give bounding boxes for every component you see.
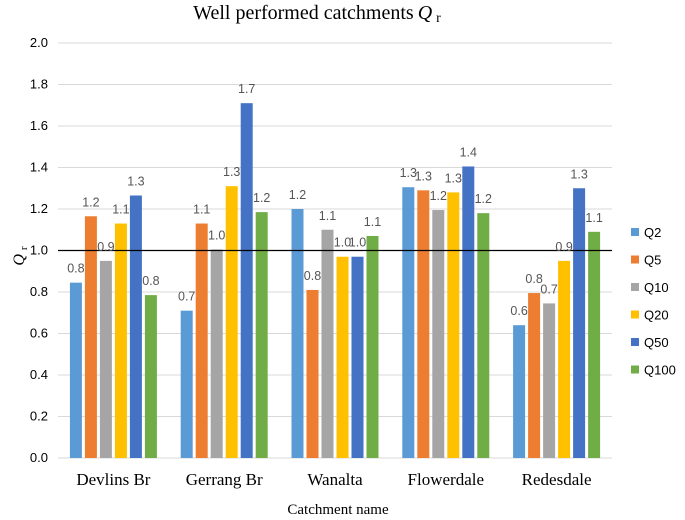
y-tick-label: 1.4 [30, 160, 48, 175]
data-label: 1.2 [475, 192, 492, 206]
bar-q20 [447, 192, 460, 458]
bar-q20 [114, 223, 127, 458]
data-label: 0.8 [142, 274, 159, 288]
bar-q2 [402, 187, 415, 458]
data-label: 1.3 [445, 171, 462, 185]
data-label: 1.3 [570, 167, 587, 181]
bar-q10 [99, 260, 112, 458]
data-label: 0.8 [304, 269, 321, 283]
legend-swatch [631, 310, 639, 319]
legend: Q2 Q5 Q10 Q20 Q50 Q100 [631, 225, 676, 378]
bar-q100 [588, 231, 601, 458]
data-label: 0.6 [510, 304, 527, 318]
x-tick-label: Devlins Br [76, 470, 150, 489]
bar-q10 [432, 210, 445, 458]
data-label: 0.8 [67, 262, 84, 276]
bar-q20 [558, 260, 571, 458]
data-label: 1.3 [223, 165, 240, 179]
legend-label: Q20 [644, 308, 669, 323]
data-label: 1.3 [127, 175, 144, 189]
bar-q100 [255, 212, 268, 458]
bar-q5 [306, 289, 319, 458]
bar-q20 [336, 256, 349, 458]
y-tick-label: 0.6 [30, 326, 48, 341]
data-label: 1.1 [364, 215, 381, 229]
y-tick-label: 1.0 [30, 243, 48, 258]
data-label: 1.0 [349, 236, 366, 250]
bar-q5 [195, 223, 208, 458]
bar-q5 [417, 190, 430, 458]
data-label: 1.0 [334, 236, 351, 250]
bar-q10 [543, 303, 556, 458]
bar-q100 [477, 213, 490, 458]
x-tick-label: Gerrang Br [186, 470, 263, 489]
x-tick-label: Wanalta [307, 470, 363, 489]
data-labels: 0.81.20.91.11.30.80.71.11.01.31.71.2 1.20… [67, 82, 603, 318]
legend-label: Q10 [644, 280, 669, 295]
data-label: 0.9 [555, 240, 572, 254]
data-label: 1.4 [460, 145, 477, 159]
data-label: 0.7 [540, 282, 557, 296]
data-label: 1.2 [289, 188, 306, 202]
x-tick-label: Redesdale [522, 470, 592, 489]
data-label: 1.3 [400, 166, 417, 180]
data-label: 1.2 [253, 191, 270, 205]
bar-q50 [129, 195, 142, 458]
y-tick-label: 0.2 [30, 409, 48, 424]
y-tick-label: 2.0 [30, 35, 48, 50]
bar-q10 [210, 249, 223, 458]
legend-swatch [631, 338, 639, 346]
bar-q100 [144, 295, 157, 458]
bar-q50 [351, 256, 364, 458]
y-tick-label: 0.0 [30, 450, 48, 465]
bar-q50 [240, 103, 253, 459]
y-tick-label: 0.4 [30, 367, 48, 382]
bar-q50 [462, 166, 475, 458]
y-axis-label: Q r [11, 246, 30, 266]
data-label: 1.7 [238, 82, 255, 96]
legend-swatch [631, 283, 639, 291]
legend-label: Q50 [644, 335, 669, 350]
legend-swatch [631, 365, 639, 374]
legend-swatch [631, 228, 639, 236]
bar-q20 [225, 186, 238, 459]
x-axis-ticks: Devlins Br Gerrang Br Wanalta Flowerdale Red… [76, 470, 591, 489]
data-label: 1.1 [112, 203, 129, 217]
bar-q10 [321, 229, 334, 458]
x-tick-label: Flowerdale [408, 470, 484, 489]
bars [69, 103, 601, 459]
legend-label: Q2 [644, 225, 661, 240]
y-tick-label: 1.8 [30, 77, 48, 92]
data-label: 0.7 [178, 290, 195, 304]
legend-swatch [631, 255, 639, 264]
y-tick-label: 0.8 [30, 284, 48, 299]
y-axis-ticks: 0.0 0.2 0.4 0.6 0.8 1.0 1.2 1.4 1.6 1.8 2.0 [30, 35, 48, 465]
bar-q2 [513, 325, 526, 458]
data-label: 1.2 [430, 189, 447, 203]
data-label: 0.8 [525, 272, 542, 286]
data-label: 1.1 [319, 209, 336, 223]
bar-q2 [180, 310, 193, 458]
data-label: 1.1 [193, 203, 210, 217]
data-label: 1.3 [415, 169, 432, 183]
data-label: 0.9 [97, 240, 114, 254]
y-tick-label: 1.6 [30, 118, 48, 133]
data-label: 1.0 [208, 228, 225, 242]
bar-q50 [573, 188, 586, 458]
legend-label: Q100 [644, 363, 676, 378]
bar-q2 [69, 282, 82, 458]
chart-title: Well performed catchments Q r [193, 2, 441, 26]
bar-q2 [291, 209, 304, 458]
data-label: 1.2 [82, 195, 99, 209]
bar-q5 [84, 216, 97, 458]
y-tick-label: 1.2 [30, 201, 48, 216]
x-axis-label: Catchment name [287, 502, 389, 518]
legend-label: Q5 [644, 253, 661, 268]
bar-q100 [366, 235, 379, 458]
bar-q5 [528, 293, 541, 458]
data-label: 1.1 [585, 211, 602, 225]
